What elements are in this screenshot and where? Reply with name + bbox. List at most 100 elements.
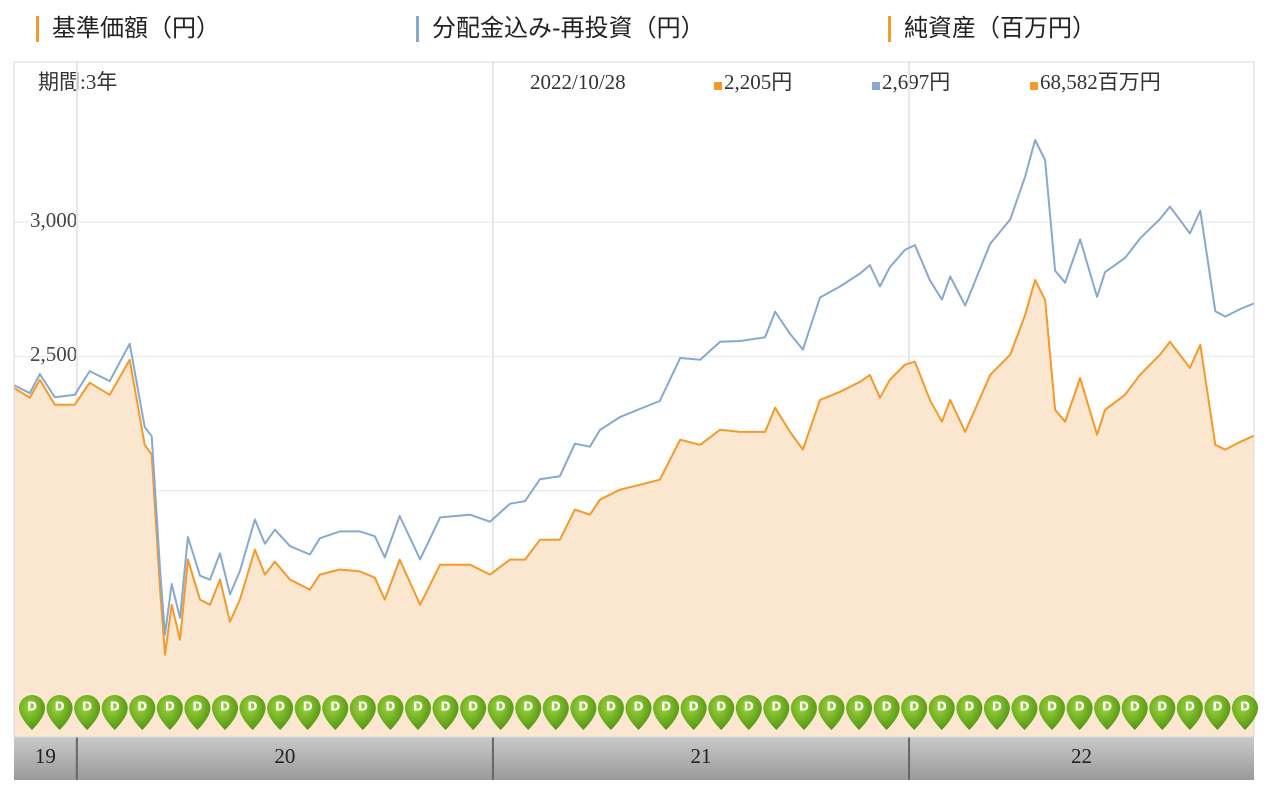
pin-body — [956, 695, 983, 730]
pin-body — [653, 695, 680, 730]
distribution-marker: D — [1204, 695, 1231, 730]
distribution-marker: D — [460, 695, 487, 730]
distribution-marker: D — [487, 695, 514, 730]
pin-label: D — [992, 700, 1002, 714]
distribution-marker: D — [377, 695, 404, 730]
pin-label: D — [55, 700, 65, 714]
distribution-marker: D — [184, 694, 211, 730]
distribution-marker: D — [790, 695, 817, 730]
pin-body — [239, 695, 266, 730]
legend-swatch — [36, 16, 39, 42]
distribution-marker: D — [74, 695, 101, 730]
distribution-marker: D — [101, 695, 128, 730]
pin-label: D — [744, 700, 754, 714]
distribution-marker: D — [901, 695, 928, 730]
distribution-marker: D — [1121, 695, 1148, 730]
pin-body — [901, 695, 928, 730]
distribution-marker: D — [1094, 695, 1121, 730]
pin-body — [404, 695, 431, 730]
pin-label: D — [303, 700, 313, 714]
pin-label: D — [854, 700, 864, 714]
distribution-marker: D — [294, 695, 321, 730]
pin-body — [1176, 695, 1203, 730]
pin-body — [19, 695, 45, 730]
readout-swatch — [872, 82, 880, 90]
pin-body — [432, 695, 459, 730]
pin-label: D — [192, 700, 202, 714]
pin-label: D — [110, 700, 120, 714]
pin-body — [322, 695, 349, 730]
readout-value: 2,697円 — [882, 70, 950, 94]
distribution-marker: D — [211, 695, 238, 730]
legend-label: 純資産（百万円） — [904, 14, 1096, 42]
distribution-marker: D — [763, 695, 790, 730]
pin-body — [267, 695, 294, 730]
pin-label: D — [882, 700, 892, 714]
readout-swatch — [1030, 82, 1038, 90]
pin-label: D — [771, 700, 781, 714]
pin-body — [680, 695, 707, 730]
pin-label: D — [1185, 700, 1195, 714]
distribution-marker: D — [653, 695, 680, 730]
pin-body — [597, 695, 624, 730]
pin-body — [873, 695, 900, 730]
distribution-marker: D — [928, 695, 955, 730]
pin-body — [294, 695, 321, 730]
legend-label: 分配金込み-再投資（円） — [432, 14, 705, 42]
distribution-marker: D — [1066, 695, 1093, 730]
distribution-marker: D — [432, 695, 459, 730]
x-tick-label: 20 — [274, 744, 295, 768]
distribution-marker: D — [515, 695, 542, 730]
pin-body — [184, 694, 211, 730]
pin-body — [129, 695, 156, 730]
pin-label: D — [413, 700, 423, 714]
pin-label: D — [220, 700, 230, 714]
x-tick-label: 21 — [690, 744, 711, 768]
distribution-marker: D — [570, 695, 597, 730]
pin-label: D — [1212, 700, 1222, 714]
pin-label: D — [248, 700, 258, 714]
pin-label: D — [1240, 700, 1250, 714]
distribution-marker: D — [19, 695, 45, 730]
plot-border — [13, 61, 1255, 738]
distribution-marker: D — [956, 695, 983, 730]
pin-label: D — [468, 700, 478, 714]
readout-value: 68,582百万円 — [1040, 70, 1161, 94]
pin-body — [515, 695, 542, 730]
pin-label: D — [82, 700, 92, 714]
pin-label: D — [358, 700, 368, 714]
distribution-marker: D — [625, 695, 652, 730]
distribution-marker: D — [46, 694, 73, 730]
pin-body — [928, 695, 955, 730]
pin-body — [377, 695, 404, 730]
pin-body — [983, 695, 1010, 730]
pin-label: D — [937, 700, 947, 714]
pin-label: D — [606, 700, 616, 714]
pin-label: D — [1075, 700, 1085, 714]
legend-swatch — [416, 16, 419, 42]
pin-body — [460, 695, 487, 730]
pin-label: D — [523, 700, 533, 714]
pin-label: D — [496, 700, 506, 714]
distribution-marker: D — [267, 695, 294, 730]
pin-body — [735, 695, 762, 730]
readout-swatch — [714, 82, 722, 90]
distribution-marker: D — [542, 695, 569, 730]
pin-body — [790, 695, 817, 730]
pin-body — [708, 695, 735, 730]
pin-label: D — [578, 700, 588, 714]
distribution-marker: D — [708, 695, 735, 730]
distribution-marker: D — [156, 695, 183, 730]
pin-label: D — [909, 700, 919, 714]
year-band — [14, 737, 1254, 780]
pin-label: D — [689, 700, 699, 714]
pin-label: D — [330, 700, 340, 714]
pin-body — [349, 695, 376, 730]
pin-label: D — [1102, 700, 1112, 714]
pin-body — [570, 695, 597, 730]
distribution-marker: D — [818, 695, 845, 730]
pin-body — [46, 694, 73, 730]
pin-label: D — [385, 700, 395, 714]
distribution-marker: D — [349, 695, 376, 730]
